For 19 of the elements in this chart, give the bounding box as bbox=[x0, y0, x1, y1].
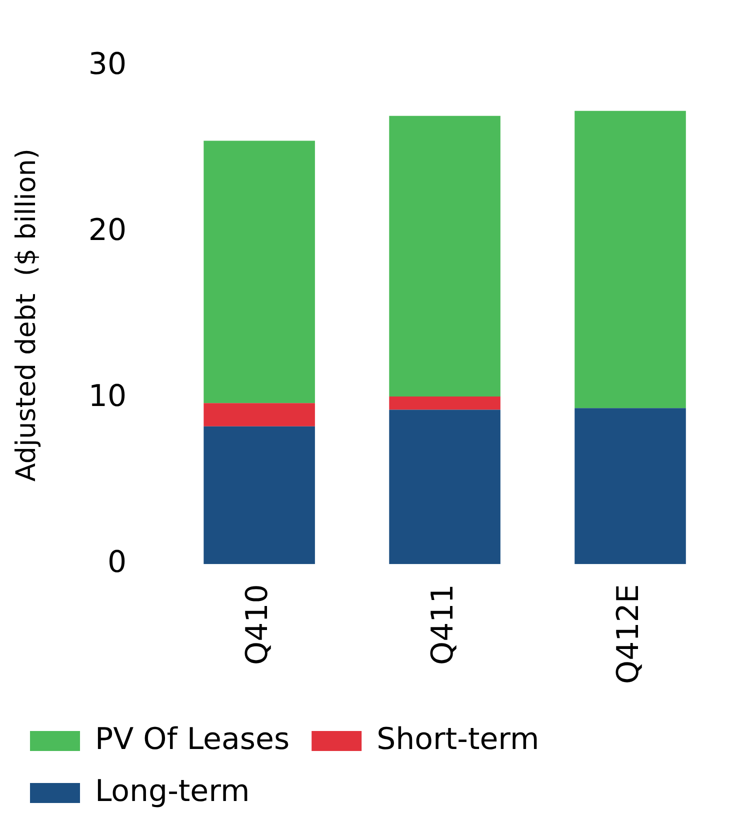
bar bbox=[574, 110, 686, 408]
y-tick-label: 20 bbox=[88, 212, 127, 248]
legend-label: Short-term bbox=[376, 722, 540, 757]
x-tick-label: Q411 bbox=[426, 584, 461, 666]
y-tick-label: 0 bbox=[107, 544, 127, 580]
bar bbox=[389, 396, 500, 410]
y-axis-title: Adjusted debt ($ billion) bbox=[11, 148, 42, 482]
y-tick-label: 30 bbox=[88, 46, 127, 82]
bar bbox=[204, 140, 315, 404]
bar bbox=[574, 408, 686, 564]
legend-label: PV Of Leases bbox=[95, 722, 290, 757]
y-tick-label: 10 bbox=[88, 378, 127, 414]
x-tick-label: Q412E bbox=[611, 584, 646, 684]
bar bbox=[204, 403, 315, 426]
bar bbox=[389, 410, 500, 564]
bar bbox=[204, 426, 315, 564]
bar bbox=[389, 116, 500, 396]
x-tick-label: Q410 bbox=[240, 584, 276, 666]
legend-label: Long-term bbox=[95, 774, 250, 809]
